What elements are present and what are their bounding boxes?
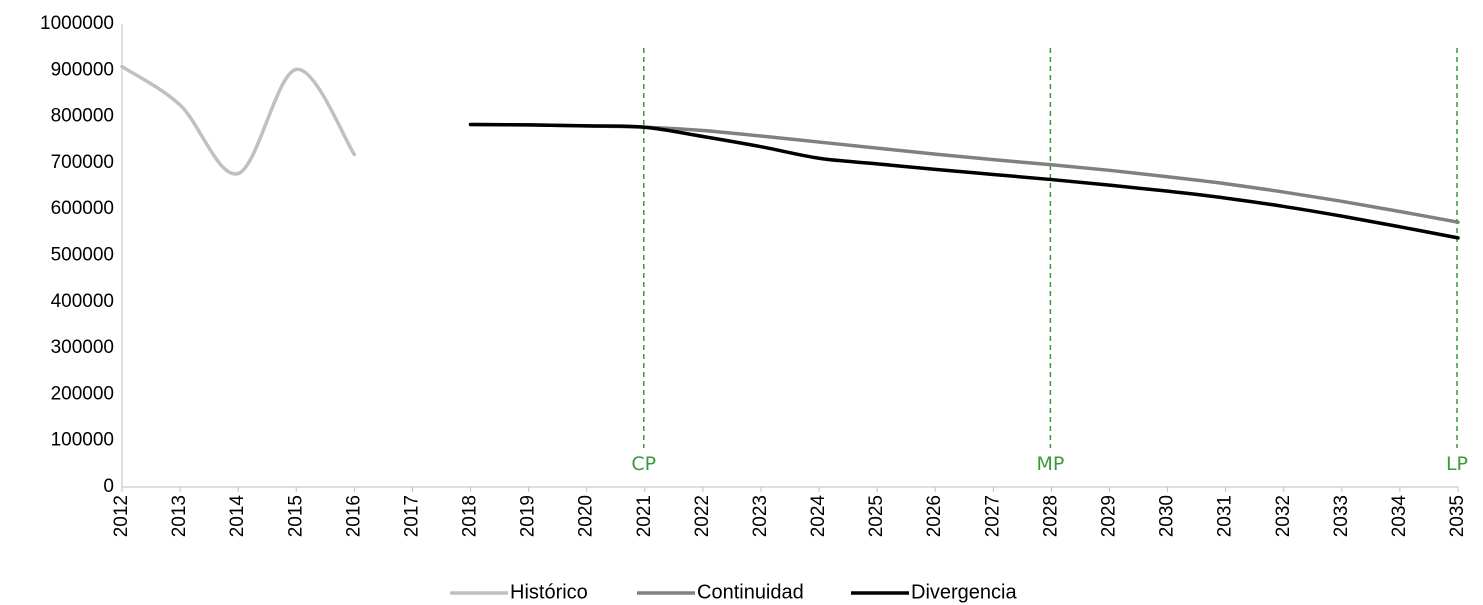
marker-label-cp: CP <box>631 453 656 475</box>
y-tick-label: 800000 <box>51 106 114 127</box>
x-tick-label: 2012 <box>111 495 132 537</box>
x-tick-label: 2030 <box>1157 495 1178 537</box>
legend-label-continuidad: Continuidad <box>697 581 804 603</box>
y-tick-label: 600000 <box>51 198 114 219</box>
marker-label-lp: LP <box>1446 453 1468 475</box>
x-axis-tick-labels: 2012 2013 2014 2015 2016 2017 2018 2019 2020 2021… <box>111 487 1468 537</box>
y-tick-label: 0 <box>103 476 114 497</box>
y-tick-label: 400000 <box>51 291 114 312</box>
x-tick-label: 2024 <box>808 495 829 538</box>
x-tick-label: 2015 <box>285 495 306 537</box>
y-tick-label: 200000 <box>51 383 114 404</box>
marker-label-mp: MP <box>1036 453 1064 475</box>
y-tick-label: 300000 <box>51 337 114 358</box>
y-tick-label: 900000 <box>51 59 114 80</box>
legend: Histórico Continuidad Divergencia <box>450 581 1017 603</box>
series-line-divergencia <box>468 122 1460 240</box>
y-tick-label: 700000 <box>51 152 114 173</box>
x-tick-label: 2033 <box>1331 495 1352 537</box>
x-tick-label: 2035 <box>1447 495 1468 537</box>
x-tick-label: 2032 <box>1273 495 1294 537</box>
x-tick-label: 2018 <box>460 495 481 537</box>
x-tick-label: 2019 <box>518 495 539 537</box>
y-tick-label: 100000 <box>51 430 114 451</box>
x-tick-label: 2016 <box>343 495 364 537</box>
x-tick-label: 2031 <box>1215 495 1236 537</box>
x-tick-label: 2022 <box>692 495 713 537</box>
y-tick-label: 500000 <box>51 245 114 266</box>
x-tick-label: 2028 <box>1040 495 1061 537</box>
legend-label-divergencia: Divergencia <box>911 581 1017 603</box>
x-tick-label: 2029 <box>1098 495 1119 537</box>
x-tick-label: 2020 <box>576 495 597 537</box>
x-tick-label: 2017 <box>401 495 422 537</box>
x-tick-label: 2026 <box>924 495 945 537</box>
x-tick-label: 2023 <box>750 495 771 537</box>
x-tick-label: 2013 <box>169 495 190 537</box>
x-tick-label: 2027 <box>982 495 1003 537</box>
series-lines <box>120 64 1460 240</box>
x-tick-label: 2025 <box>866 495 887 537</box>
x-tick-label: 2014 <box>227 495 248 538</box>
y-axis-tick-labels: 0 100000 200000 300000 400000 500000 600000 700… <box>40 13 114 497</box>
y-tick-label: 1000000 <box>40 13 114 34</box>
period-markers: CP MP LP <box>631 48 1468 475</box>
legend-label-historico: Histórico <box>510 581 588 603</box>
x-tick-label: 2034 <box>1389 495 1410 538</box>
axes <box>121 24 1458 488</box>
series-line-historico <box>120 64 357 176</box>
x-tick-label: 2021 <box>634 495 655 537</box>
